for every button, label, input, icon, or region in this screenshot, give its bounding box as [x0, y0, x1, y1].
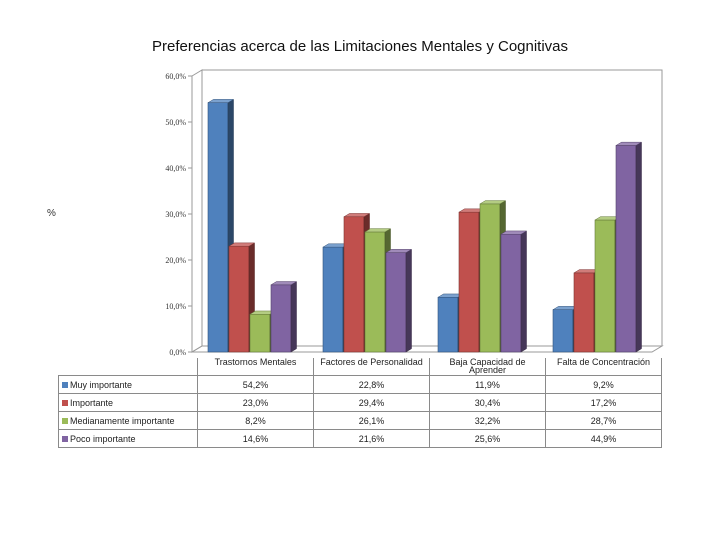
data-label: 22,8% [313, 375, 430, 394]
data-label: 23,0% [197, 393, 314, 412]
table-row: Muy importante 54,2% 22,8% 11,9% 9,2% [58, 375, 662, 394]
data-label: 25,6% [429, 429, 546, 448]
series-name: Muy importante [70, 379, 133, 390]
category-label: Factores de Personalidad [313, 358, 430, 376]
table-row: Importante 23,0% 29,4% 30,4% 17,2% [58, 393, 662, 412]
table-row: Poco importante 14,6% 21,6% 25,6% 44,9% [58, 429, 662, 448]
category-label: Baja Capacidad de Aprender [429, 358, 546, 376]
bar [385, 248, 413, 353]
bar [615, 141, 643, 353]
bar-series [207, 98, 643, 353]
legend-entry: Importante [58, 393, 198, 412]
y-tick-label: 20,0% [165, 256, 186, 265]
category-label: Trastornos Mentales [197, 358, 314, 376]
series-name: Poco importante [70, 433, 136, 444]
data-label: 44,9% [545, 429, 662, 448]
y-tick-label: 10,0% [165, 302, 186, 311]
data-label: 26,1% [313, 411, 430, 430]
data-table: Trastornos Mentales Factores de Personal… [58, 358, 662, 448]
y-tick-label: 30,0% [165, 210, 186, 219]
y-tick-label: 0,0% [169, 348, 186, 357]
data-label: 21,6% [313, 429, 430, 448]
legend-swatch [62, 418, 68, 425]
data-label: 29,4% [313, 393, 430, 412]
table-corner [59, 358, 198, 376]
data-label: 17,2% [545, 393, 662, 412]
table-row: Medianamente importante 8,2% 26,1% 32,2%… [58, 411, 662, 430]
y-tick-label: 50,0% [165, 118, 186, 127]
data-label: 14,6% [197, 429, 314, 448]
legend-swatch [62, 382, 68, 389]
legend-entry: Muy importante [58, 375, 198, 394]
bar [270, 281, 298, 353]
y-axis-ticks: 0,0% 10,0% 20,0% 30,0% 40,0% 50,0% 60,0% [165, 72, 192, 357]
data-label: 32,2% [429, 411, 546, 430]
legend-entry: Medianamente importante [58, 411, 198, 430]
data-label: 11,9% [429, 375, 546, 394]
series-name: Medianamente importante [70, 415, 175, 426]
y-axis-label: % [47, 208, 56, 219]
legend-swatch [62, 436, 68, 443]
data-label: 30,4% [429, 393, 546, 412]
chart-title: Preferencias acerca de las Limitaciones … [151, 38, 569, 55]
legend-entry: Poco importante [58, 429, 198, 448]
series-name: Importante [70, 397, 114, 408]
bar [500, 230, 528, 353]
legend-swatch [62, 400, 68, 407]
data-label: 9,2% [545, 375, 662, 394]
category-header-row: Trastornos Mentales Factores de Personal… [59, 358, 662, 376]
y-tick-label: 60,0% [165, 72, 186, 81]
y-tick-label: 40,0% [165, 164, 186, 173]
bar-chart: 0,0% 10,0% 20,0% 30,0% 40,0% 50,0% 60,0% [165, 69, 664, 357]
data-label: 8,2% [197, 411, 314, 430]
category-label: Falta de Concentración [545, 358, 662, 376]
data-label: 28,7% [545, 411, 662, 430]
data-label: 54,2% [197, 375, 314, 394]
side-wall [191, 69, 203, 353]
